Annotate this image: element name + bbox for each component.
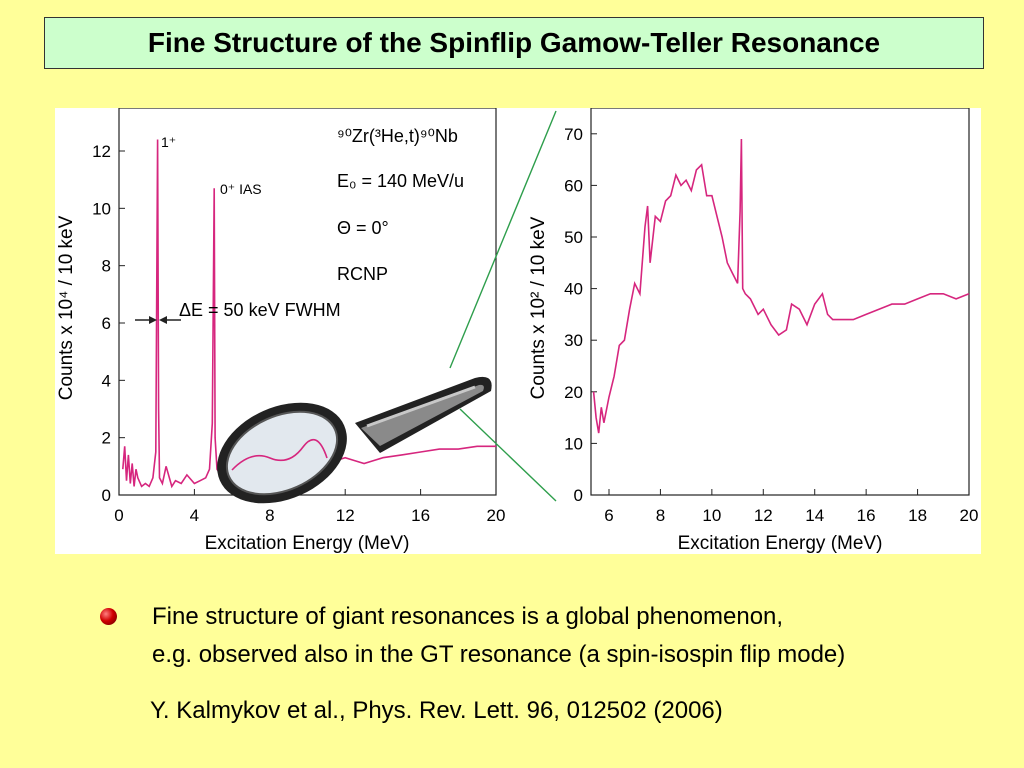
reaction-label: ⁹⁰Zr(³He,t)⁹⁰Nb (337, 126, 458, 146)
right-x-tick-label: 10 (702, 506, 721, 525)
right-y-axis-label: Counts x 10² / 10 keV (528, 216, 549, 399)
right-x-tick-label: 16 (857, 506, 876, 525)
energy-label: E₀ = 140 MeV/u (337, 171, 464, 191)
right-x-tick-label: 12 (754, 506, 773, 525)
right-x-tick-label: 8 (656, 506, 665, 525)
left-x-tick-label: 16 (411, 506, 430, 525)
right-spectrum-line (592, 138, 970, 434)
right-y-tick-label: 20 (564, 383, 583, 402)
left-ticks: 0 4 8 12 16 20 0 2 4 6 8 10 12 (92, 142, 505, 525)
right-y-tick-label: 70 (564, 125, 583, 144)
figure-panel: 0 4 8 12 16 20 0 2 4 6 8 10 12 Excitation Energy (Me… (55, 108, 981, 554)
left-chart: 0 4 8 12 16 20 0 2 4 6 8 10 12 Excitation Energy (Me… (56, 108, 505, 554)
zoom-line-top (449, 110, 557, 369)
right-y-tick-label: 0 (574, 486, 583, 505)
peak2-label: 0⁺ IAS (220, 181, 262, 197)
resolution-label: ΔE = 50 keV FWHM (179, 300, 341, 320)
left-x-axis-label: Excitation Energy (MeV) (205, 533, 410, 554)
right-x-tick-label: 20 (960, 506, 979, 525)
left-y-tick-label: 12 (92, 142, 111, 161)
left-y-tick-label: 6 (102, 314, 111, 333)
left-x-tick-label: 12 (336, 506, 355, 525)
left-y-tick-label: 10 (92, 199, 111, 218)
left-x-tick-label: 8 (265, 506, 274, 525)
bullet-line-2: e.g. observed also in the GT resonance (… (152, 641, 846, 668)
lab-label: RCNP (337, 264, 388, 284)
left-x-tick-label: 20 (487, 506, 506, 525)
right-x-tick-label: 18 (908, 506, 927, 525)
left-y-axis-label: Counts x 10⁴ / 10 keV (56, 215, 77, 400)
right-x-tick-label: 14 (805, 506, 824, 525)
right-y-tick-label: 10 (564, 434, 583, 453)
left-x-tick-label: 0 (114, 506, 123, 525)
right-y-tick-label: 50 (564, 228, 583, 247)
right-plot-frame (590, 108, 970, 496)
left-y-tick-label: 8 (102, 257, 111, 276)
bullet-icon (100, 608, 117, 625)
left-y-tick-label: 0 (102, 486, 111, 505)
left-y-tick-label: 4 (102, 371, 111, 390)
right-y-tick-label: 30 (564, 331, 583, 350)
spectra-figure: 0 4 8 12 16 20 0 2 4 6 8 10 12 Excitation Energy (Me… (56, 108, 978, 554)
slide-title: Fine Structure of the Spinflip Gamow-Tel… (147, 27, 881, 58)
right-y-tick-label: 60 (564, 176, 583, 195)
left-plot-frame (118, 108, 497, 496)
right-x-axis-label: Excitation Energy (MeV) (678, 533, 883, 554)
title-box: Fine Structure of the Spinflip Gamow-Tel… (44, 17, 984, 69)
magnifying-glass-icon (217, 376, 492, 504)
peak1-label: 1⁺ (161, 134, 176, 150)
left-spectrum-line (122, 139, 496, 489)
right-y-tick-label: 40 (564, 280, 583, 299)
left-y-tick-label: 2 (102, 429, 111, 448)
resolution-arrows-icon (135, 316, 181, 324)
right-x-tick-label: 6 (604, 506, 613, 525)
reference-citation: Y. Kalmykov et al., Phys. Rev. Lett. 96,… (150, 697, 723, 724)
angle-label: Θ = 0° (337, 218, 389, 238)
left-x-tick-label: 4 (190, 506, 199, 525)
zoom-line-bottom (459, 408, 557, 502)
right-chart: 6 8 10 12 14 16 18 20 0 10 20 30 40 50 60 70 Excitation… (528, 108, 978, 554)
right-ticks: 6 8 10 12 14 16 18 20 0 10 20 30 40 50 60 70 (564, 125, 978, 525)
bullet-line-1: Fine structure of giant resonances is a … (152, 603, 784, 630)
